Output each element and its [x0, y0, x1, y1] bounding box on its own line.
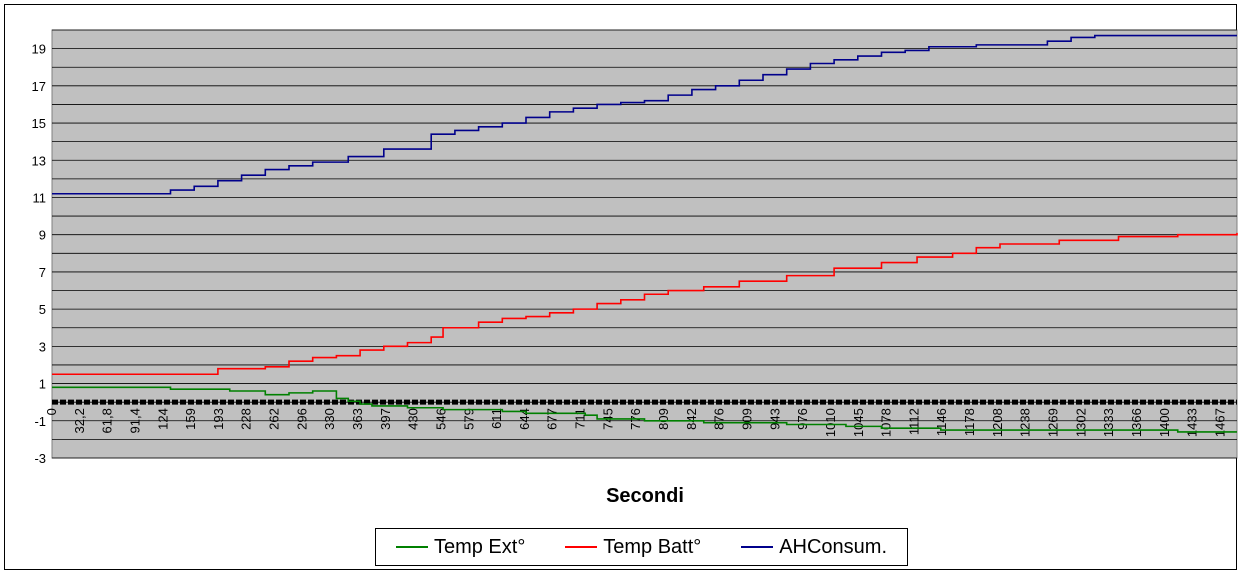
y-tick-label: 9	[39, 228, 46, 243]
x-tick-label: 397	[378, 408, 393, 430]
x-tick-label: 876	[712, 408, 727, 430]
x-tick-label: 1078	[879, 408, 894, 437]
series-line-1	[52, 232, 1238, 376]
x-tick-label: 943	[767, 408, 782, 430]
legend-label-temp-ext: Temp Ext°	[433, 535, 526, 558]
x-tick-label: 1178	[962, 408, 977, 436]
x-tick-label: 1366	[1129, 408, 1144, 437]
x-tick-label: 1467	[1212, 408, 1227, 437]
x-tick-label: 330	[322, 408, 337, 430]
legend-swatch-temp-batt	[565, 546, 598, 548]
x-tick-label: 1238	[1018, 408, 1033, 437]
x-tick-label: 976	[795, 408, 810, 430]
y-tick-label: 1	[39, 377, 46, 392]
y-tick-label: -3	[34, 451, 46, 466]
legend-item-temp-ext: Temp Ext°	[395, 535, 526, 559]
y-tick-label: 19	[32, 42, 46, 57]
x-tick-label: 1112	[906, 408, 921, 435]
x-tick-label: 1400	[1157, 408, 1172, 437]
x-tick-label: 228	[239, 408, 254, 430]
legend-item-temp-batt: Temp Batt°	[565, 536, 701, 559]
x-tick-label: 1045	[851, 408, 866, 437]
x-tick-label: 296	[294, 408, 309, 430]
x-tick-label: 546	[433, 408, 448, 430]
x-axis-ticks: 0 32,2 61,8 91,4 124 159 193 228 262 296 330 363 397…	[44, 408, 1227, 437]
x-tick-label: 61,8	[100, 408, 115, 433]
x-tick-label: 677	[545, 408, 560, 430]
x-tick-label: 193	[211, 408, 226, 430]
y-tick-label: 13	[32, 153, 46, 168]
y-tick-label: -1	[34, 414, 46, 429]
x-tick-label: 1146	[934, 408, 949, 436]
y-tick-label: 11	[33, 190, 47, 205]
x-tick-label: 611	[489, 408, 504, 429]
x-tick-label: 1433	[1185, 408, 1200, 437]
x-tick-label: 1269	[1045, 408, 1060, 437]
y-tick-label: 15	[32, 116, 46, 131]
series-lines	[52, 34, 1238, 433]
x-tick-label: 1333	[1101, 408, 1116, 437]
legend-label-ahconsum: AHConsum.	[779, 535, 888, 558]
series-line-0	[52, 386, 1237, 433]
y-tick-label: 3	[39, 339, 46, 354]
x-tick-label: 579	[461, 408, 476, 430]
legend-swatch-ahconsum	[741, 546, 774, 548]
x-tick-label: 842	[684, 408, 699, 430]
series-line-2	[52, 34, 1237, 195]
x-tick-label: 809	[656, 408, 671, 430]
x-tick-label: 909	[739, 408, 754, 430]
x-tick-label: 0	[44, 408, 59, 415]
legend-label-temp-batt: Temp Batt°	[603, 535, 702, 558]
x-tick-label: 91,4	[127, 408, 142, 433]
x-tick-label: 159	[183, 408, 198, 430]
legend: Temp Ext° Temp Batt° AHConsum.	[375, 528, 908, 566]
x-tick-label: 32,2	[72, 408, 87, 433]
y-tick-label: 17	[32, 79, 46, 94]
y-tick-label: 7	[39, 265, 46, 280]
x-tick-label: 1010	[823, 408, 838, 437]
x-axis-title: Secondi	[606, 485, 684, 507]
y-tick-label: 5	[39, 302, 46, 317]
x-tick-label: 1302	[1073, 408, 1088, 437]
legend-item-ahconsum: AHConsum.	[741, 536, 887, 559]
x-tick-label: 1208	[990, 408, 1005, 437]
legend-swatch-temp-ext	[395, 546, 428, 548]
x-tick-label: 430	[406, 408, 421, 430]
x-tick-label: 711	[573, 408, 588, 429]
x-tick-label: 124	[155, 408, 170, 430]
x-tick-label: 262	[267, 408, 282, 430]
x-tick-label: 363	[350, 408, 365, 430]
